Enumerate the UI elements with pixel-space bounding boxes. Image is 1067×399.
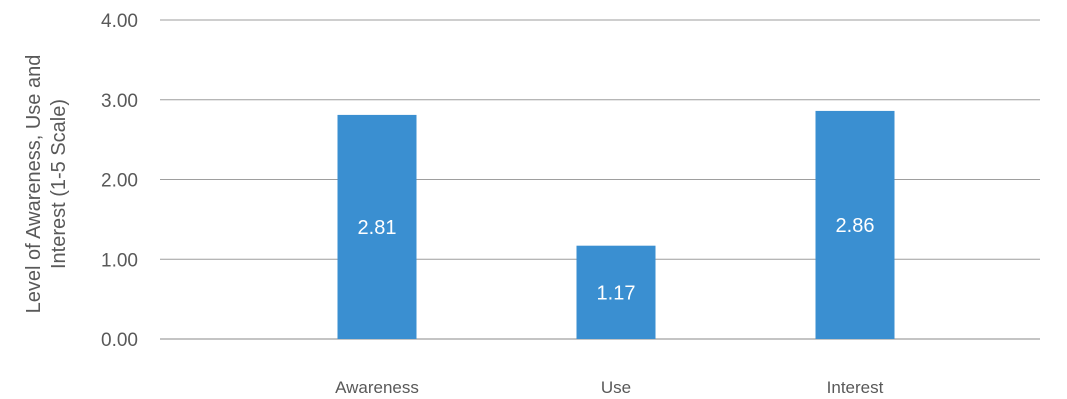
bar-interest (815, 110, 895, 339)
y-tick-label: 2.00 (101, 171, 138, 192)
y-tick-label: 3.00 (101, 91, 138, 112)
y-axis-title-line-2: Interest (1-5 Scale) (48, 99, 70, 269)
y-axis-title-line-1: Level of Awareness, Use and (23, 55, 45, 314)
data-label-awareness: 2.81 (358, 217, 397, 239)
data-label-use: 1.17 (597, 282, 636, 304)
bars (337, 110, 895, 339)
bar-use (576, 245, 656, 339)
data-labels: 2.81 1.17 2.86 (358, 215, 875, 304)
y-tick-label: 0.00 (101, 330, 138, 351)
bar-awareness (337, 114, 417, 339)
y-axis-title: Level of Awareness, Use and Interest (1-… (23, 55, 70, 314)
category-label-use: Use (601, 378, 631, 397)
y-tick-label: 1.00 (101, 250, 138, 271)
category-label-interest: Interest (827, 378, 884, 397)
y-tick-label: 4.00 (101, 11, 138, 32)
category-labels: Awareness Use Interest (335, 378, 884, 397)
data-label-interest: 2.86 (836, 215, 875, 237)
category-label-awareness: Awareness (335, 378, 419, 397)
y-tick-labels: 0.00 1.00 2.00 3.00 4.00 (101, 11, 138, 351)
